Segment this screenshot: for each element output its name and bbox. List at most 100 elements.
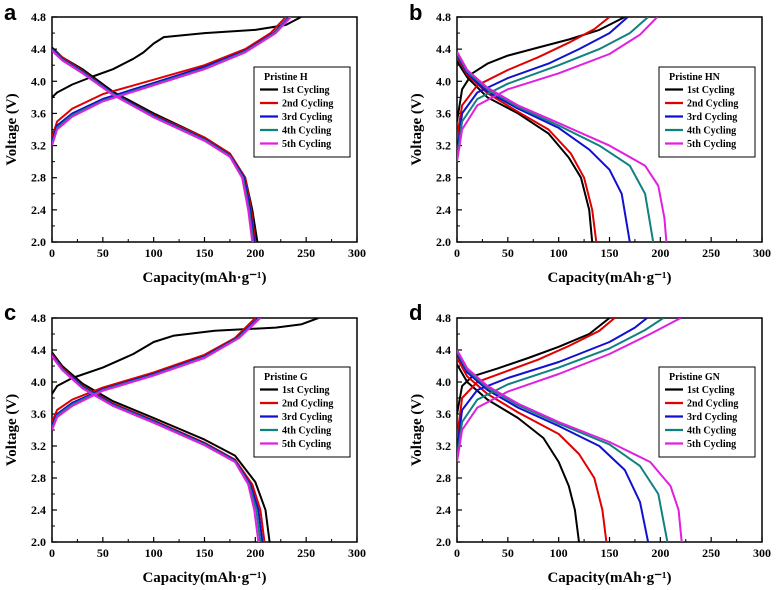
legend-title: Pristine G [264,372,308,383]
y-tick-label: 3.6 [31,106,46,120]
legend-entry-label: 3rd Cycling [687,112,737,123]
y-tick-label: 2.4 [436,203,451,217]
x-tick-label: 250 [702,246,720,260]
x-tick-label: 300 [348,546,366,560]
x-tick-label: 100 [550,546,568,560]
series-1-discharge-line [52,46,259,242]
y-tick-label: 4.4 [31,42,46,56]
series-5-discharge-line [52,50,254,242]
curves [457,17,668,242]
panel-letter: c [4,300,16,325]
x-tick-label: 150 [196,246,214,260]
series-1-charge-line [52,17,302,99]
y-tick-label: 4.0 [31,375,46,389]
series-1-discharge-line [457,60,594,242]
legend-entry-label: 3rd Cycling [687,412,737,423]
x-tick-label: 50 [502,246,514,260]
series-2-discharge-line [457,357,608,542]
x-tick-label: 0 [49,546,55,560]
y-tick-label: 3.6 [31,407,46,421]
legend-entry-label: 2nd Cycling [687,399,738,410]
legend-entry-label: 5th Cycling [282,439,331,450]
y-tick-label: 2.8 [31,171,46,185]
y-axis-title: Voltage (V) [4,93,20,165]
x-tick-label: 250 [702,546,720,560]
series-3-charge-line [457,17,629,154]
y-tick-label: 2.8 [436,471,451,485]
curves [52,17,302,242]
panel-letter: b [409,0,422,25]
series-2-charge-line [52,318,257,423]
y-tick-label: 2.0 [31,535,46,549]
legend-box [253,366,351,458]
series-5-discharge-line [457,51,668,242]
x-tick-label: 150 [601,546,619,560]
y-tick-label: 3.2 [31,139,46,153]
x-tick-label: 200 [651,246,669,260]
y-axis-title: Voltage (V) [409,93,425,165]
y-tick-label: 4.4 [436,343,451,357]
series-1-discharge-line [457,363,580,542]
y-tick-label: 4.4 [436,42,451,56]
x-tick-label: 50 [97,546,109,560]
series-4-charge-line [52,318,261,429]
y-tick-label: 4.8 [31,311,46,325]
x-tick-label: 200 [246,246,264,260]
y-tick-label: 4.8 [436,10,451,24]
legend-entry-label: 2nd Cycling [282,399,333,410]
x-axis-title: Capacity(mAh·g⁻¹) [547,270,671,286]
curves [457,318,683,542]
y-tick-label: 4.8 [31,10,46,24]
x-axis-title: Capacity(mAh·g⁻¹) [142,270,266,286]
x-tick-label: 0 [49,246,55,260]
x-tick-label: 250 [297,546,315,560]
x-tick-label: 100 [550,246,568,260]
legend: Pristine H 1st Cycling 2nd Cycling 3rd Cycl… [253,66,351,158]
x-tick-label: 200 [246,546,264,560]
legend-title: Pristine HN [669,72,721,83]
legend-box [658,66,756,158]
legend-entry-label: 1st Cycling [282,85,330,96]
y-tick-label: 2.4 [436,503,451,517]
y-tick-label: 2.4 [31,503,46,517]
y-tick-label: 2.0 [436,235,451,249]
legend-entry-label: 5th Cycling [687,439,736,450]
series-1-charge-line [457,318,611,415]
legend: Pristine HN 1st Cycling 2nd Cycling 3rd Cyc… [658,66,756,158]
y-tick-label: 2.0 [31,235,46,249]
legend-entry-label: 2nd Cycling [687,99,738,110]
series-5-charge-line [52,318,262,431]
legend-entry-label: 1st Cycling [282,385,330,396]
x-tick-label: 200 [651,546,669,560]
legend-box [658,366,756,458]
y-tick-label: 2.8 [31,471,46,485]
series-4-discharge-line [457,351,669,542]
series-5-discharge-line [457,349,683,542]
legend-box [253,66,351,158]
panel-letter: a [4,0,17,25]
legend-entry-label: 4th Cycling [687,426,736,437]
y-tick-label: 4.4 [31,343,46,357]
x-tick-label: 300 [753,246,771,260]
y-tick-label: 4.8 [436,311,451,325]
series-2-charge-line [457,318,616,439]
x-tick-label: 150 [196,546,214,560]
series-3-discharge-line [457,353,650,542]
x-tick-label: 0 [454,546,460,560]
series-4-discharge-line [52,49,255,242]
x-tick-label: 50 [502,546,514,560]
y-tick-label: 3.2 [436,439,451,453]
x-tick-label: 300 [753,546,771,560]
legend-entry-label: 3rd Cycling [282,112,332,123]
series-2-discharge-line [457,56,598,242]
legend: Pristine GN 1st Cycling 2nd Cycling 3rd Cyc… [658,366,756,458]
curves [52,318,319,542]
x-tick-label: 300 [348,246,366,260]
series-1-charge-line [52,318,319,395]
x-tick-label: 250 [297,246,315,260]
series-2-charge-line [52,17,287,138]
series-3-discharge-line [52,48,256,242]
y-tick-label: 3.6 [436,106,451,120]
series-5-charge-line [52,17,292,146]
